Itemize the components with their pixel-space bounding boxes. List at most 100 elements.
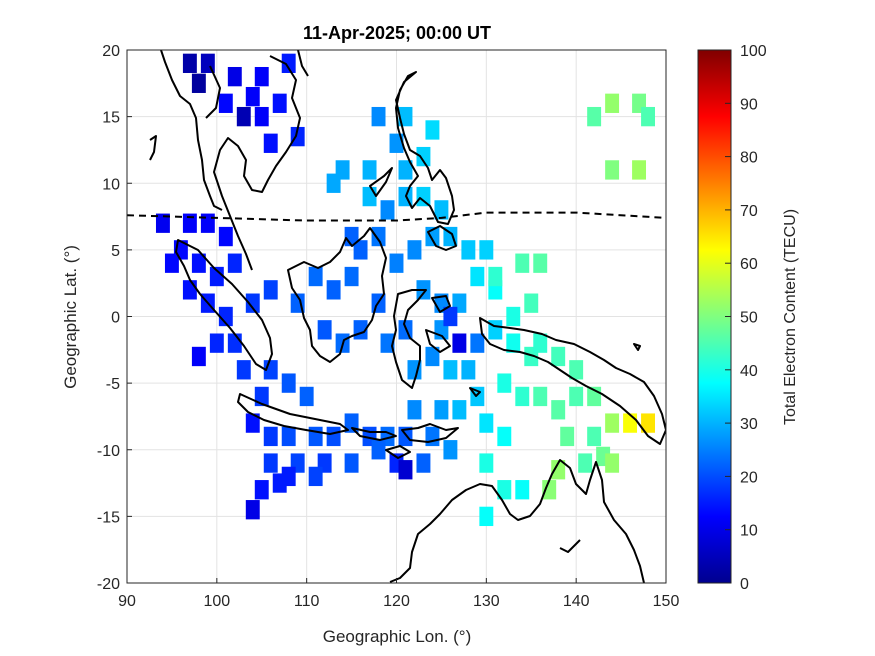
tec-cell xyxy=(308,426,323,447)
tec-cell xyxy=(497,373,512,393)
tec-cell xyxy=(227,253,242,273)
tec-cell xyxy=(308,466,323,487)
tec-cell xyxy=(236,106,251,127)
tec-cell xyxy=(182,53,197,73)
tec-cell xyxy=(218,306,233,327)
y-tick-label: -10 xyxy=(97,443,120,460)
tec-cell xyxy=(362,186,377,207)
tec-cell xyxy=(254,66,269,87)
tec-cell xyxy=(533,333,548,353)
tec-cell xyxy=(515,386,530,407)
tec-cell xyxy=(632,160,647,180)
tec-cell xyxy=(515,480,530,500)
tec-cell xyxy=(488,266,503,287)
tec-cell xyxy=(245,413,260,433)
tec-cell xyxy=(281,373,296,393)
x-tick-label: 140 xyxy=(563,593,590,610)
tec-cell xyxy=(398,106,413,127)
x-tick-label: 130 xyxy=(473,593,500,610)
tec-cell xyxy=(515,253,530,273)
y-tick-label: -20 xyxy=(97,576,120,593)
tec-cell xyxy=(551,400,566,420)
tec-cell xyxy=(443,306,458,327)
tec-cell xyxy=(155,213,170,233)
tec-cell xyxy=(389,253,404,273)
tec-cell xyxy=(425,426,440,447)
colorbar-tick-label: 40 xyxy=(740,363,758,380)
tec-cell xyxy=(407,240,422,260)
tec-cell xyxy=(533,386,548,407)
tec-cell xyxy=(380,200,395,220)
tec-cell xyxy=(416,186,431,207)
tec-cell xyxy=(605,93,620,113)
tec-cell xyxy=(623,413,638,433)
tec-cell xyxy=(371,106,386,127)
tec-cell xyxy=(245,86,260,107)
colorbar-tick-label: 70 xyxy=(740,203,758,220)
y-tick-label: -5 xyxy=(106,376,120,393)
tec-cell xyxy=(479,240,494,260)
colorbar-tick-label: 30 xyxy=(740,416,758,433)
tec-cell xyxy=(245,293,260,313)
tec-cell xyxy=(272,93,287,113)
magnetic-equator-line xyxy=(127,211,666,222)
tec-cell xyxy=(407,400,422,420)
tec-cell xyxy=(641,413,655,433)
tec-cell xyxy=(569,386,584,407)
tec-cell xyxy=(281,53,296,73)
tec-cell xyxy=(227,66,242,87)
tec-cell xyxy=(209,333,224,353)
colorbar: 0 10 20 30 40 50 60 70 80 90 100 Total Electron Co… xyxy=(697,43,799,593)
y-tick-label: 20 xyxy=(102,43,120,60)
tec-cell xyxy=(497,426,512,447)
tec-cells xyxy=(155,53,682,527)
y-axis-ticks: -20 -15 -10 -5 0 5 10 15 20 xyxy=(97,43,132,593)
tec-cell xyxy=(470,333,485,353)
tec-cell xyxy=(227,333,242,353)
tec-cell xyxy=(605,413,620,433)
tec-cell xyxy=(587,426,602,447)
colorbar-tick-label: 90 xyxy=(740,96,758,113)
colorbar-tick-label: 10 xyxy=(740,523,758,540)
tec-cell xyxy=(587,106,602,127)
colorbar-tick-label: 100 xyxy=(740,43,767,60)
colorbar-tick-label: 0 xyxy=(740,576,749,593)
tec-cell xyxy=(425,346,440,367)
tec-cell xyxy=(551,346,566,367)
tec-cell xyxy=(506,306,521,327)
tec-cell xyxy=(668,347,682,366)
tec-cell xyxy=(326,426,341,447)
tec-cell xyxy=(389,133,404,153)
x-tick-label: 90 xyxy=(118,593,136,610)
tec-cell xyxy=(461,240,476,260)
tec-cell xyxy=(452,333,467,353)
tec-cell xyxy=(362,160,377,180)
y-axis-label: Geographic Lat. (°) xyxy=(61,245,80,389)
tec-cell xyxy=(371,440,386,460)
tec-cell xyxy=(497,480,512,500)
tec-cell xyxy=(209,266,224,287)
tec-cell xyxy=(560,426,575,447)
tec-cell xyxy=(641,106,655,127)
tec-cell xyxy=(317,320,332,340)
tec-cell xyxy=(569,360,584,380)
tec-cell xyxy=(218,226,233,247)
chart-title: 11-Apr-2025; 00:00 UT xyxy=(303,23,491,43)
y-tick-label: 10 xyxy=(102,176,120,193)
tec-cell xyxy=(281,426,296,447)
tec-cell xyxy=(479,453,494,473)
tec-cell xyxy=(416,146,431,167)
coastlines xyxy=(149,50,666,583)
colorbar-tick-label: 20 xyxy=(740,469,758,486)
tec-cell xyxy=(434,400,449,420)
tec-cell xyxy=(425,120,440,140)
tec-cell xyxy=(470,266,485,287)
tec-cell xyxy=(290,126,305,147)
tec-cell xyxy=(344,453,359,473)
colorbar-label: Total Electron Content (TECU) xyxy=(782,209,799,425)
tec-cell xyxy=(263,280,278,300)
tec-cell xyxy=(164,253,179,273)
tec-cell xyxy=(398,160,413,180)
tec-cell xyxy=(308,266,323,287)
